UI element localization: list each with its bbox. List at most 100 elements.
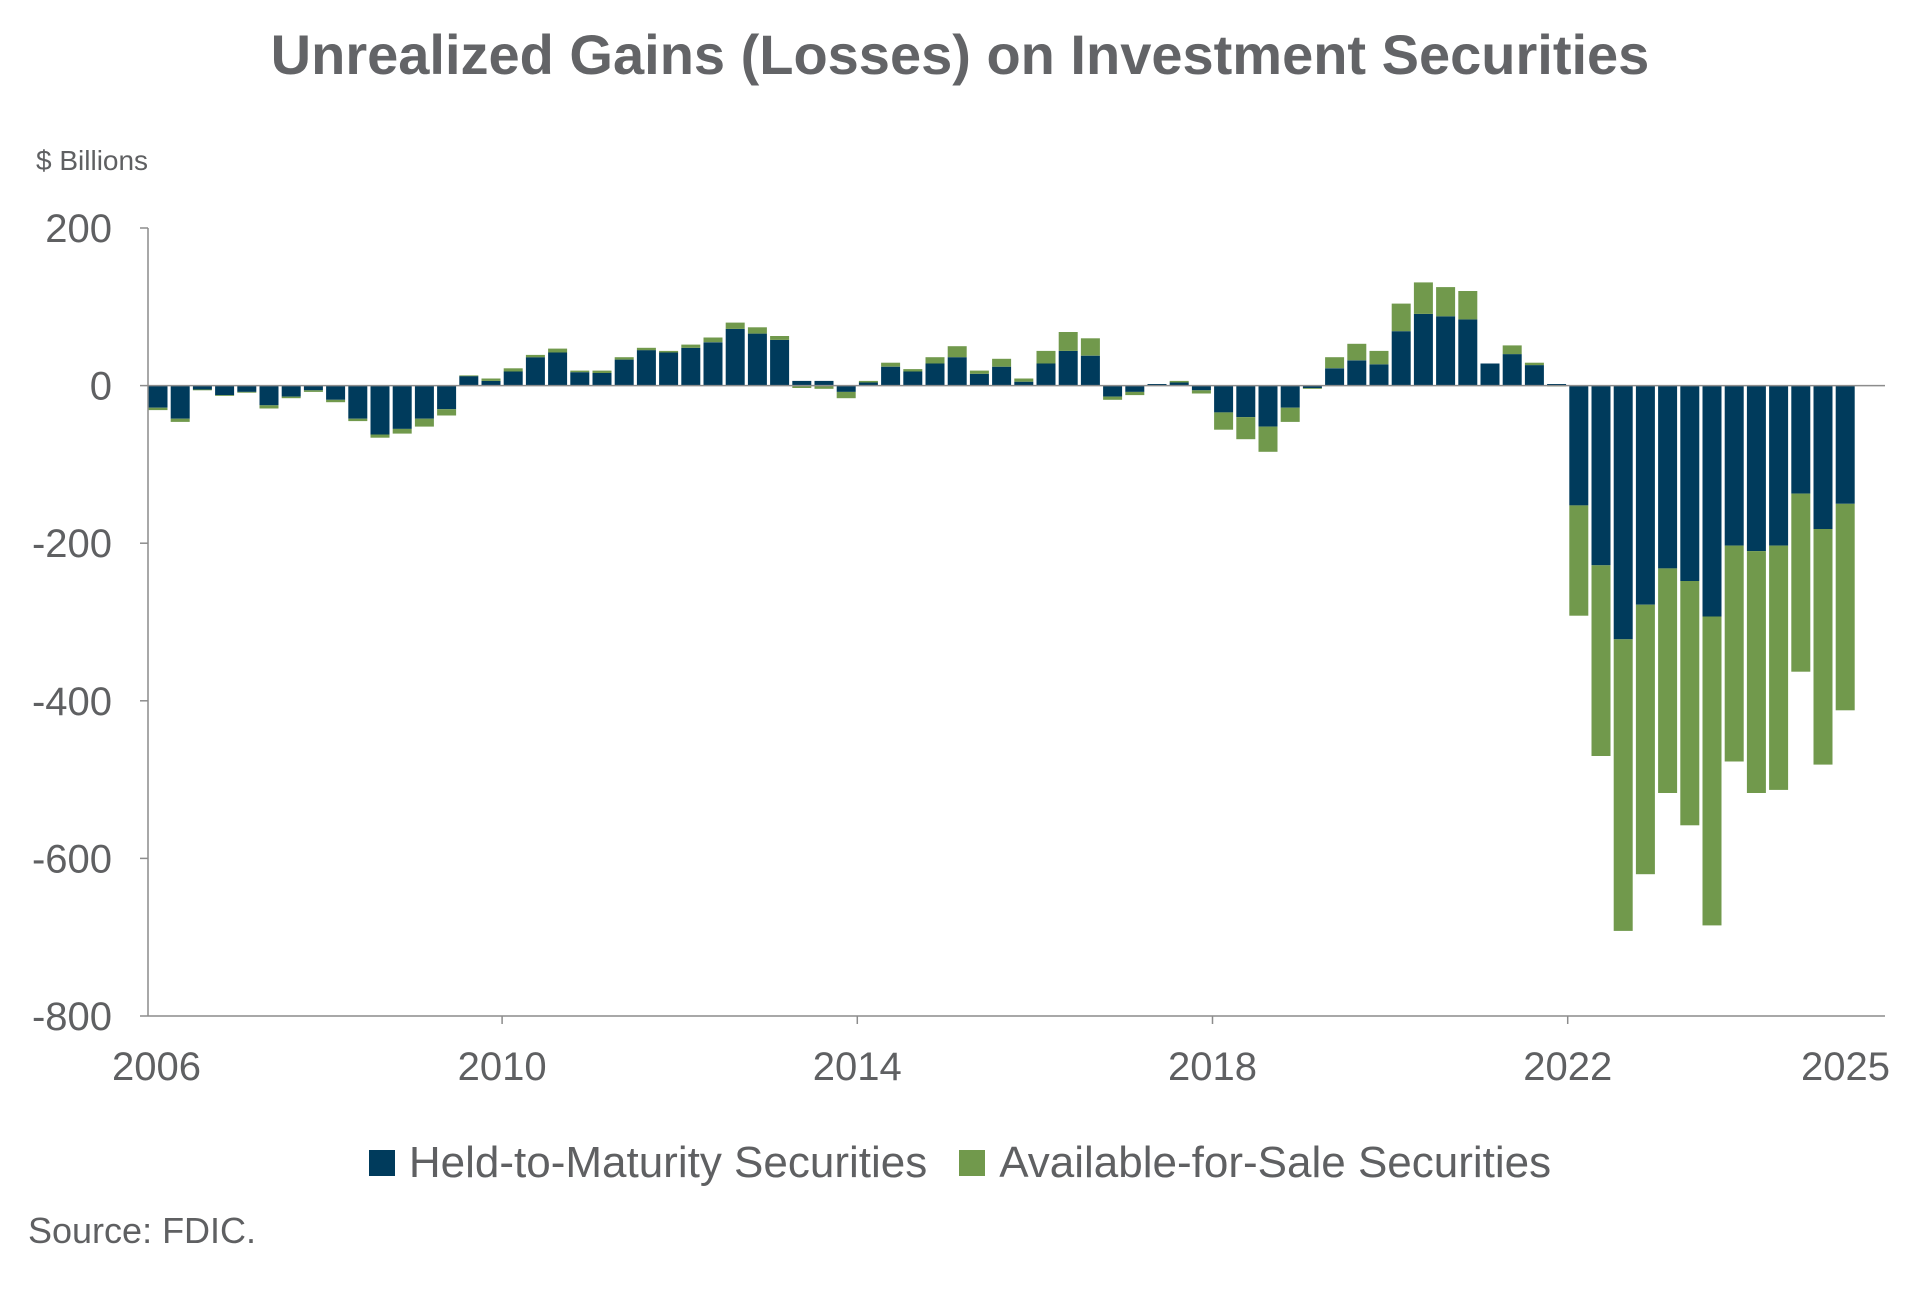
bar-afs-2007Q2 xyxy=(259,405,279,409)
bar-afs-2019Q4 xyxy=(1369,350,1389,365)
bar-htm-2020Q3 xyxy=(1436,316,1456,386)
bar-afs-2020Q2 xyxy=(1413,282,1433,314)
bar-afs-2008Q3 xyxy=(370,434,390,438)
bar-htm-2011Q2 xyxy=(614,359,634,386)
y-axis-unit-label: $ Billions xyxy=(36,145,149,176)
bar-afs-2024Q3 xyxy=(1791,493,1811,672)
legend-swatch-htm xyxy=(368,1150,395,1176)
bar-afs-2014Q1 xyxy=(858,380,878,383)
bar-afs-2015Q4 xyxy=(1014,378,1034,382)
bar-afs-2020Q4 xyxy=(1458,291,1478,320)
bar-htm-2020Q4 xyxy=(1458,319,1478,386)
bar-htm-2015Q3 xyxy=(992,366,1012,386)
x-tick-label: 2010 xyxy=(458,1045,547,1089)
bar-afs-2007Q4 xyxy=(303,390,323,392)
bar-afs-2018Q1 xyxy=(1214,412,1234,430)
bar-htm-2010Q3 xyxy=(548,352,568,386)
bar-htm-2010Q1 xyxy=(503,371,523,386)
bar-htm-2019Q2 xyxy=(1325,368,1345,386)
bar-afs-2006Q2 xyxy=(170,418,190,422)
y-tick-label: -200 xyxy=(32,522,112,566)
bar-htm-2023Q4 xyxy=(1724,385,1744,546)
bar-htm-2007Q4 xyxy=(303,385,323,391)
bar-afs-2023Q2 xyxy=(1680,581,1700,826)
source-note: Source: FDIC. xyxy=(28,1210,257,1251)
bar-afs-2020Q1 xyxy=(1391,303,1411,332)
bar-afs-2023Q3 xyxy=(1702,616,1722,926)
bar-htm-2013Q2 xyxy=(792,380,812,386)
bar-afs-2013Q1 xyxy=(770,336,790,340)
bar-afs-2007Q1 xyxy=(237,391,257,393)
bar-htm-2024Q1 xyxy=(1746,385,1766,552)
legend-item-afs: Available-for-Sale Securities xyxy=(959,1138,1551,1188)
bar-htm-2011Q1 xyxy=(592,373,612,386)
bar-htm-2024Q2 xyxy=(1769,385,1789,546)
bar-htm-2008Q3 xyxy=(370,385,390,435)
bar-afs-2024Q4 xyxy=(1813,529,1833,765)
bar-htm-2007Q1 xyxy=(237,385,257,392)
bar-htm-2023Q2 xyxy=(1680,385,1700,581)
bar-afs-2024Q2 xyxy=(1769,545,1789,790)
bar-htm-2021Q1 xyxy=(1480,363,1500,386)
legend-swatch-afs xyxy=(959,1150,986,1176)
bar-htm-2021Q3 xyxy=(1524,365,1544,386)
legend-label-htm: Held-to-Maturity Securities xyxy=(408,1138,928,1187)
bar-htm-2006Q2 xyxy=(170,385,190,419)
bar-afs-2008Q4 xyxy=(392,428,412,434)
bar-afs-2009Q4 xyxy=(481,378,501,381)
bar-afs-2012Q1 xyxy=(681,344,701,348)
bar-afs-2025Q1 xyxy=(1835,503,1855,711)
bar-afs-2013Q2 xyxy=(792,385,812,388)
y-tick-label: -600 xyxy=(32,837,112,881)
x-tick-label: 2025 xyxy=(1801,1045,1890,1089)
y-tick-label: -400 xyxy=(32,680,112,724)
bar-htm-2010Q2 xyxy=(525,357,545,386)
bar-afs-2022Q3 xyxy=(1613,639,1633,931)
x-tick-label: 2014 xyxy=(813,1045,902,1089)
bar-htm-2020Q1 xyxy=(1391,331,1411,386)
bar-htm-2016Q4 xyxy=(1103,385,1123,397)
bar-afs-2012Q4 xyxy=(747,327,767,334)
bar-afs-2013Q4 xyxy=(836,391,856,399)
bar-afs-2009Q2 xyxy=(437,409,457,416)
bar-afs-2013Q3 xyxy=(814,385,834,389)
bar-htm-2020Q2 xyxy=(1413,313,1433,386)
bar-htm-2015Q1 xyxy=(947,357,967,386)
bar-htm-2018Q3 xyxy=(1258,385,1278,427)
bar-afs-2014Q2 xyxy=(881,362,901,367)
bar-htm-2018Q4 xyxy=(1280,385,1300,408)
bar-afs-2010Q3 xyxy=(548,348,568,353)
x-tick-label: 2022 xyxy=(1523,1045,1612,1089)
bar-htm-2018Q1 xyxy=(1214,385,1234,413)
bar-afs-2022Q2 xyxy=(1591,565,1611,756)
bar-htm-2019Q4 xyxy=(1369,364,1389,386)
bar-htm-2019Q3 xyxy=(1347,360,1367,386)
bar-htm-2016Q2 xyxy=(1058,350,1078,386)
bar-htm-2021Q2 xyxy=(1502,354,1522,386)
bar-htm-2017Q4 xyxy=(1191,385,1211,391)
bar-htm-2009Q4 xyxy=(481,380,501,386)
bar-htm-2008Q4 xyxy=(392,385,412,429)
bar-htm-2016Q1 xyxy=(1036,363,1056,386)
chart-title: Unrealized Gains (Losses) on Investment … xyxy=(270,23,1650,86)
y-tick-label: 0 xyxy=(90,365,112,409)
bar-htm-2014Q3 xyxy=(903,371,923,386)
bar-afs-2010Q2 xyxy=(525,354,545,358)
bar-htm-2007Q2 xyxy=(259,385,279,406)
bar-afs-2010Q4 xyxy=(570,370,590,373)
bar-htm-2011Q3 xyxy=(636,350,656,386)
bar-afs-2019Q3 xyxy=(1347,343,1367,361)
bar-htm-2021Q4 xyxy=(1547,384,1567,386)
legend: Held-to-Maturity Securities Available-fo… xyxy=(0,1138,1920,1188)
bar-afs-2021Q2 xyxy=(1502,345,1522,355)
bar-htm-2018Q2 xyxy=(1236,385,1256,418)
bar-htm-2006Q4 xyxy=(215,385,235,396)
bar-afs-2022Q4 xyxy=(1635,604,1655,875)
bar-htm-2017Q1 xyxy=(1125,385,1145,392)
bar-htm-2006Q3 xyxy=(192,385,212,390)
axes-group xyxy=(147,228,1885,1017)
bar-htm-2016Q3 xyxy=(1080,355,1100,386)
bar-afs-2006Q1 xyxy=(148,407,168,411)
legend-item-htm: Held-to-Maturity Securities xyxy=(368,1138,928,1188)
